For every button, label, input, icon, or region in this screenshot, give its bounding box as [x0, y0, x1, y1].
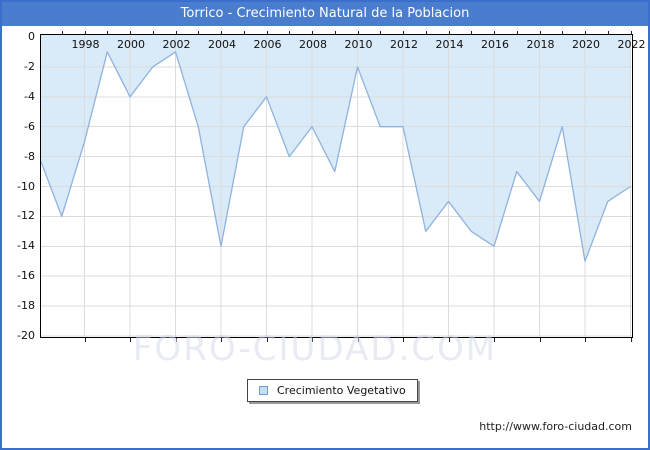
plot-area: 1998 2000 2002 2004 2006 2008 2010 2012 2014 2016…: [40, 34, 646, 338]
axis-tick: [494, 338, 495, 342]
y-tick-label: -12: [17, 209, 35, 223]
axis-tick: [175, 338, 177, 342]
axis-tick: [357, 338, 359, 342]
axis-tick: [312, 338, 313, 342]
x-tick-label: 2016: [481, 38, 509, 51]
axis-tick: [380, 31, 382, 34]
axis-tick: [403, 31, 404, 34]
axis-tick: [312, 31, 313, 34]
x-tick-label: 2020: [572, 38, 600, 51]
watermark: FORO-CIUDAD.COM: [132, 329, 498, 369]
axis-tick: [198, 31, 200, 34]
axis-tick: [243, 31, 245, 34]
axis-tick: [130, 31, 131, 34]
source-url: http://www.foro-ciudad.com: [479, 420, 632, 433]
axis-tick: [221, 31, 222, 34]
axis-tick: [471, 31, 473, 34]
axis-tick: [175, 31, 177, 34]
x-tick-label: 2010: [344, 38, 373, 51]
y-tick-label: -4: [24, 89, 35, 103]
legend: Crecimiento Vegetativo: [247, 379, 418, 402]
axis-tick: [107, 31, 109, 34]
axis-tick: [84, 31, 86, 34]
axis-tick: [130, 338, 131, 342]
x-tick-label: 2022: [617, 38, 646, 51]
area-chart-svg: [41, 35, 632, 337]
axis-tick: [152, 31, 154, 34]
area-fill: [41, 35, 631, 262]
axis-tick: [630, 338, 632, 342]
y-tick-label: -14: [17, 239, 35, 253]
x-tick-label: 2018: [526, 38, 555, 51]
axis-tick: [266, 31, 268, 34]
y-tick-label: -10: [17, 179, 35, 193]
y-tick-label: -2: [24, 59, 35, 73]
axis-tick: [607, 31, 609, 34]
legend-label: Crecimiento Vegetativo: [277, 384, 406, 397]
x-tick-label: 2000: [117, 38, 145, 51]
axis-tick: [494, 31, 495, 34]
axis-tick: [266, 338, 268, 342]
legend-marker-icon: [259, 386, 268, 395]
y-tick-label: 0: [28, 30, 35, 43]
x-tick-label: 2002: [162, 38, 191, 51]
x-tick-label: 2006: [253, 38, 282, 51]
x-tick-label: 2004: [208, 38, 236, 51]
y-tick-label: -16: [17, 269, 35, 283]
chart-title: Torrico - Crecimiento Natural de la Pobl…: [2, 2, 648, 26]
axis-tick: [84, 338, 86, 342]
data-line: [41, 51, 631, 262]
x-tick-label: 2012: [390, 38, 418, 51]
axis-tick: [448, 338, 450, 342]
y-tick-label: -20: [17, 329, 35, 342]
axis-tick: [539, 31, 541, 34]
x-tick-label: 1998: [71, 38, 100, 51]
axis-tick: [289, 31, 291, 34]
axis-tick: [539, 338, 541, 342]
axis-tick: [630, 31, 632, 34]
axis-tick: [585, 338, 586, 342]
axis-tick: [403, 338, 404, 342]
axis-tick: [357, 31, 359, 34]
y-tick-label: -18: [17, 299, 35, 313]
y-tick-label: -8: [24, 149, 35, 163]
x-tick-label: 2008: [299, 38, 327, 51]
axis-tick: [562, 31, 564, 34]
axis-tick: [61, 31, 63, 34]
y-tick-label: -6: [24, 119, 35, 133]
axis-tick: [516, 31, 518, 34]
axis-tick: [448, 31, 450, 34]
x-tick-label: 2014: [435, 38, 464, 51]
axis-tick: [334, 31, 336, 34]
axis-tick: [221, 338, 222, 342]
axis-tick: [425, 31, 427, 34]
axis-tick: [585, 31, 586, 34]
